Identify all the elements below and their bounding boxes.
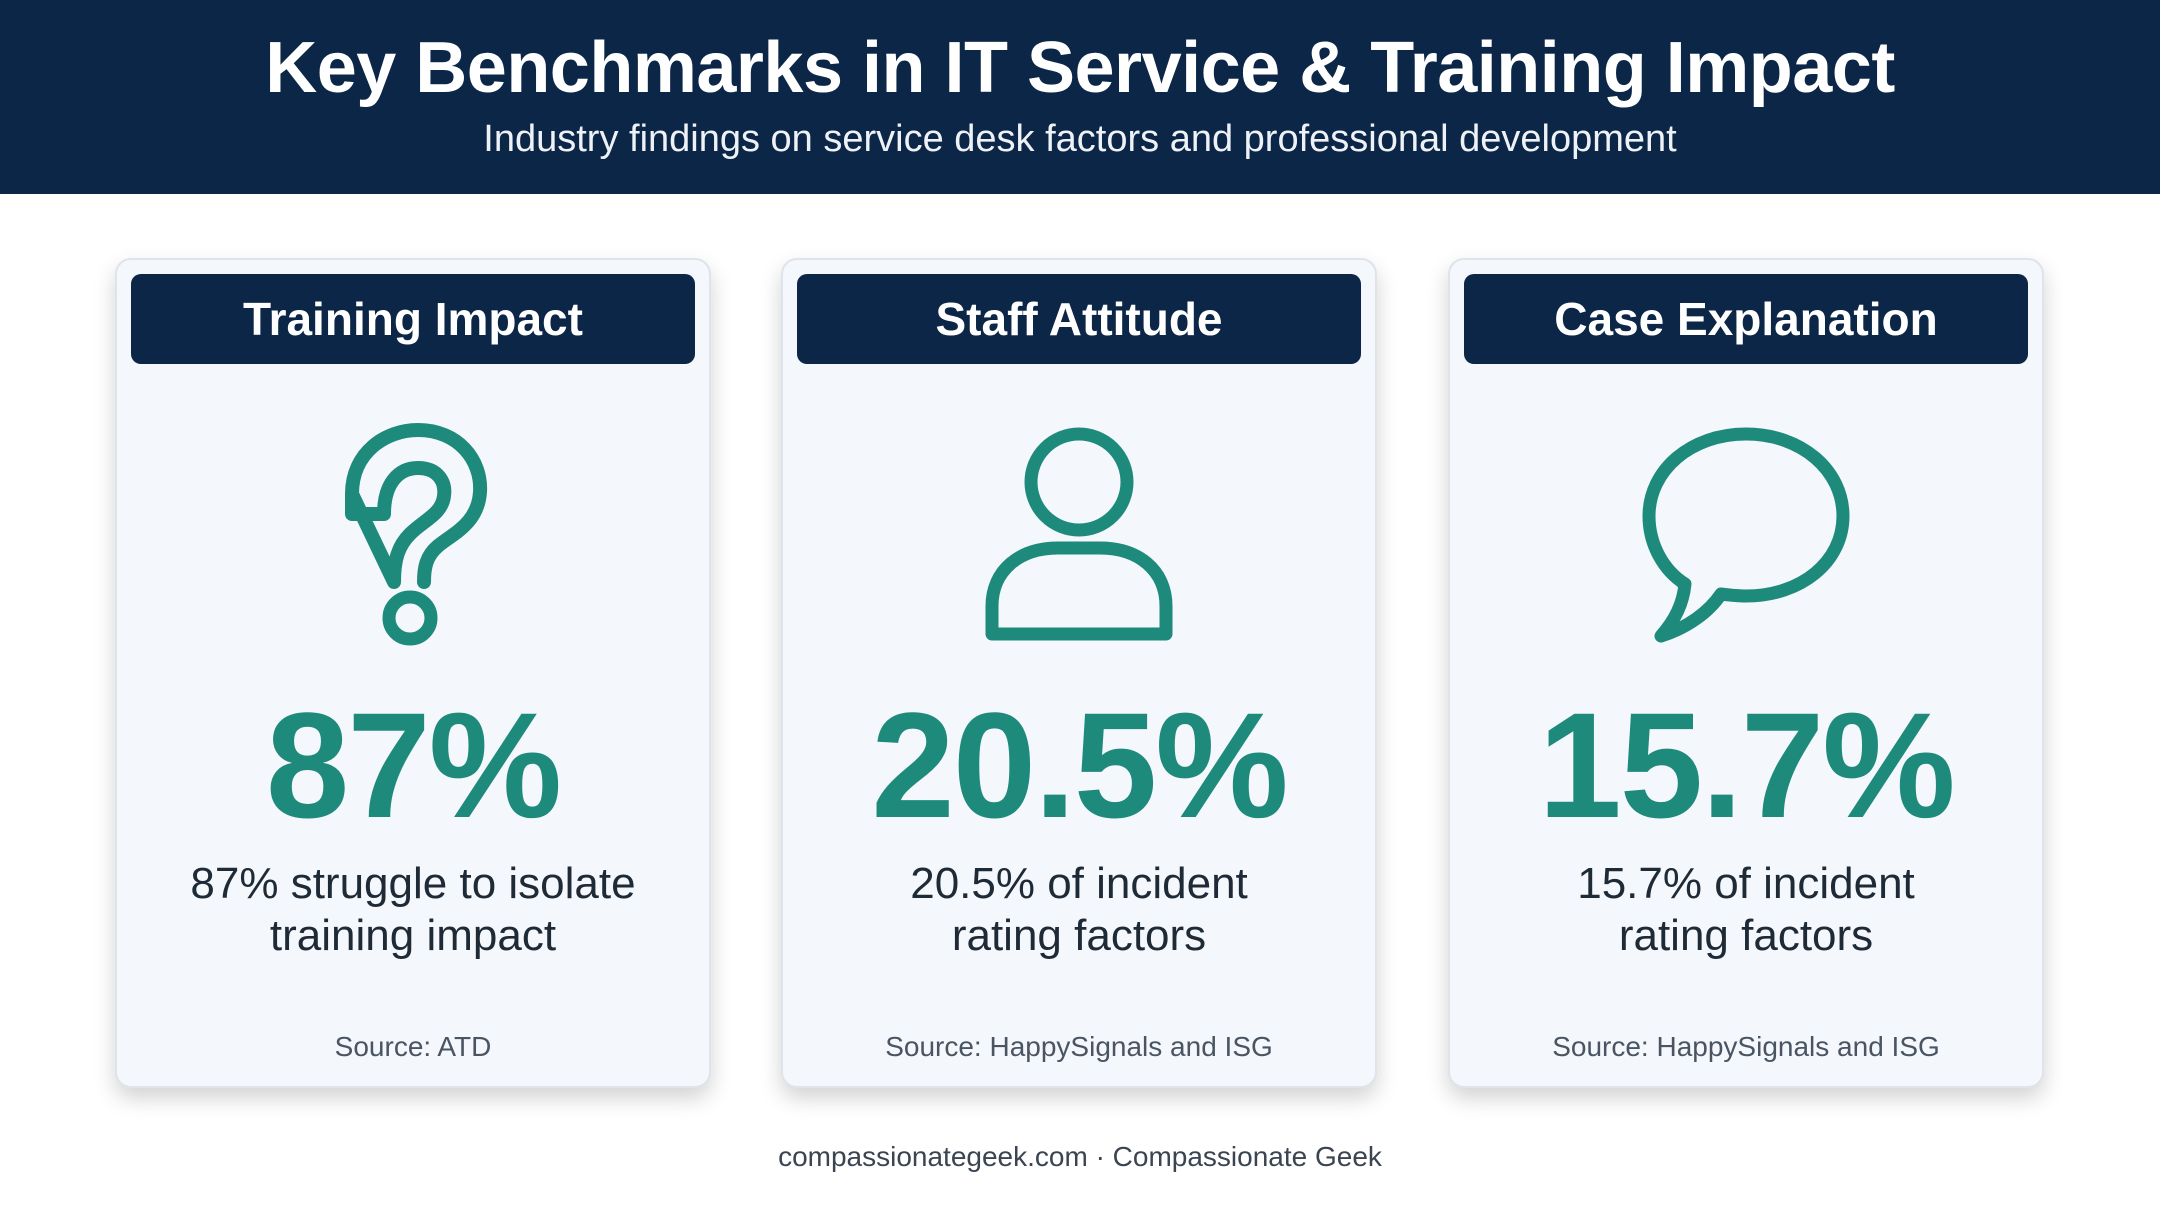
stat-description: 20.5% of incident rating factors <box>803 858 1355 962</box>
card-case-explanation: Case Explanation 15.7% 15.7% of incident… <box>1448 258 2044 1088</box>
source-label: Source: HappySignals and ISG <box>885 1031 1273 1062</box>
description-line-1: 20.5% of incident <box>910 859 1248 908</box>
description-line-1: 15.7% of incident <box>1577 859 1915 908</box>
card-title: Training Impact <box>131 274 695 364</box>
footer-credit: compassionategeek.com · Compassionate Ge… <box>778 1141 1382 1172</box>
description-line-2: rating factors <box>1618 911 1874 960</box>
description-line-2: training impact <box>269 911 557 960</box>
source-label: Source: HappySignals and ISG <box>1552 1031 1940 1062</box>
stat-value: 20.5% <box>871 681 1288 849</box>
card-training-impact: Training Impact 87% 87% struggle to isol… <box>115 258 711 1088</box>
stat-value: 15.7% <box>1538 681 1955 849</box>
card-title: Case Explanation <box>1464 274 2028 364</box>
card-title: Staff Attitude <box>797 274 1361 364</box>
stat-description: 87% struggle to isolate training impact <box>137 858 689 962</box>
speech-bubble-icon <box>1642 427 1850 643</box>
description-line-2: rating factors <box>951 911 1207 960</box>
page-title: Key Benchmarks in IT Service & Training … <box>265 28 1895 108</box>
page-subtitle: Industry findings on service desk factor… <box>483 118 1677 160</box>
header-banner: Key Benchmarks in IT Service & Training … <box>0 0 2160 194</box>
description-line-1: 87% struggle to isolate <box>190 859 636 908</box>
question-mark-icon <box>345 423 488 646</box>
stat-description: 15.7% of incident rating factors <box>1470 858 2022 962</box>
card-staff-attitude: Staff Attitude 20.5% 20.5% of incident r… <box>781 258 1377 1088</box>
stat-value: 87% <box>265 681 562 849</box>
person-icon <box>985 427 1173 641</box>
source-label: Source: ATD <box>334 1031 492 1062</box>
